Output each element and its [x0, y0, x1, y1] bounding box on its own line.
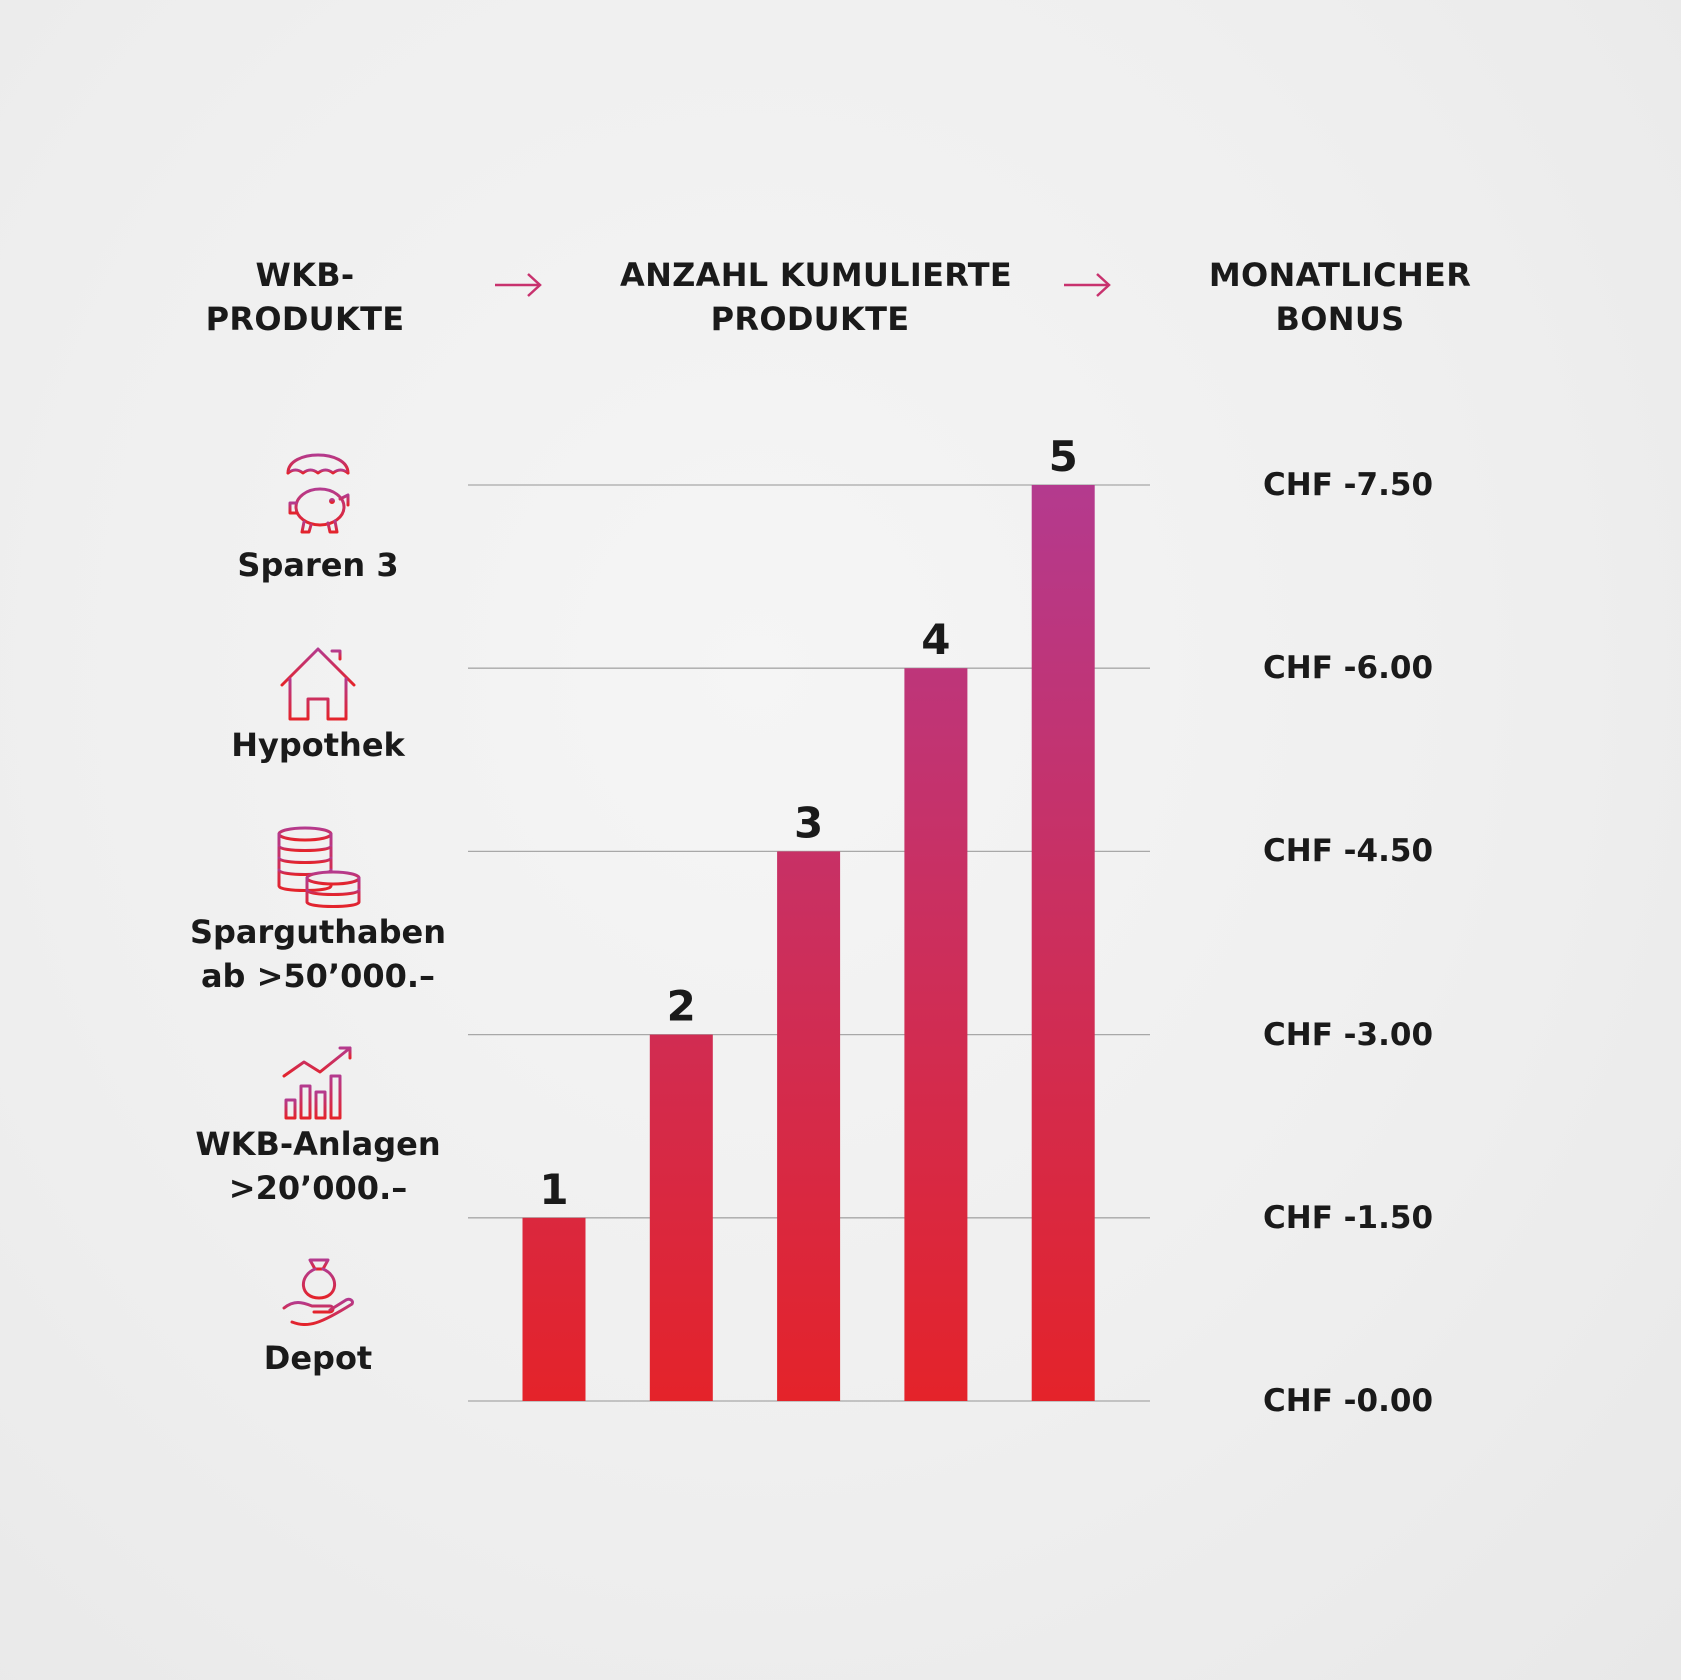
product-sparguthaben: Sparguthaben ab >50’000.–: [168, 826, 468, 998]
bar-2: [649, 1034, 713, 1401]
bar-data-label: 2: [667, 982, 696, 1031]
bar-1: [522, 1217, 586, 1401]
product-hypothek: Hypothek: [168, 645, 468, 767]
product-label-line: WKB-Anlagen: [195, 1125, 441, 1163]
product-label-line: Sparguthaben: [189, 913, 447, 951]
product-label-line: ab >50’000.–: [200, 957, 436, 995]
bar-data-label: 5: [1049, 432, 1078, 481]
bonus-tick-label: CHF -7.50: [1263, 467, 1434, 503]
product-wkb-anlagen: WKB-Anlagen >20’000.–: [168, 1042, 468, 1210]
bar-data-label: 3: [794, 798, 823, 847]
bar-data-label: 1: [539, 1165, 568, 1214]
header-cumulative-line-1: ANZAHL KUMULIERTE: [620, 256, 1013, 294]
bonus-tick-label: CHF -4.50: [1263, 833, 1434, 870]
arrow-right-icon: [1064, 273, 1111, 297]
bar-5: [1031, 485, 1095, 1401]
product-depot: Depot: [168, 1256, 468, 1380]
product-label-line: Depot: [263, 1339, 373, 1377]
product-sparen-3: Sparen 3: [168, 435, 468, 587]
bonus-tick-label: CHF -0.00: [1263, 1383, 1434, 1419]
header-cumulative-products: ANZAHL KUMULIERTE PRODUKTE: [620, 253, 1013, 341]
bonus-tick-label: CHF -6.00: [1263, 650, 1434, 687]
header-monthly-bonus: MONATLICHER BONUS: [1200, 253, 1480, 341]
header-products-line-1: WKB-: [255, 256, 355, 294]
house-icon: [280, 647, 356, 721]
coin-stacks-icon: [277, 826, 361, 908]
bar-3: [777, 851, 841, 1401]
header-products-line-2: PRODUKTE: [205, 300, 405, 338]
hand-money-bag-icon: [282, 1258, 354, 1326]
arrow-right-icon: [495, 273, 542, 297]
umbrella-piggy-bank-icon: [286, 438, 350, 534]
growth-chart-icon: [278, 1046, 358, 1121]
product-label-line: Hypothek: [231, 726, 405, 764]
header-bonus-line-2: BONUS: [1275, 300, 1405, 338]
bonus-tick-label: CHF -1.50: [1263, 1199, 1434, 1236]
bar-data-label: 4: [921, 615, 950, 664]
header-bonus-line-1: MONATLICHER: [1208, 256, 1472, 294]
product-label-line: >20’000.–: [228, 1169, 408, 1207]
product-label-line: Sparen 3: [237, 546, 399, 584]
header-cumulative-line-2: PRODUKTE: [710, 300, 910, 338]
bonus-tick-label: CHF -3.00: [1263, 1016, 1434, 1053]
bar-4: [904, 668, 968, 1401]
header-products: WKB- PRODUKTE: [205, 253, 405, 341]
